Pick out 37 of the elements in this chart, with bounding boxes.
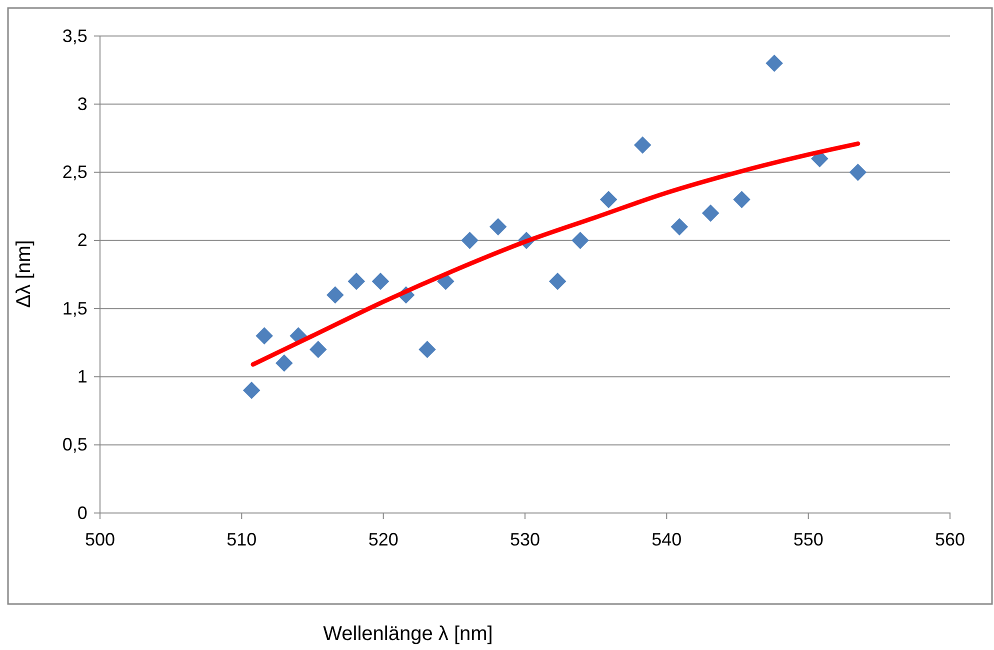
x-tick-label: 510 <box>226 529 257 550</box>
point <box>849 164 867 181</box>
x-tick-label: 540 <box>652 529 682 550</box>
x-tick-label: 500 <box>84 529 116 550</box>
point <box>634 136 652 154</box>
point <box>461 232 478 250</box>
point <box>326 286 344 304</box>
point <box>702 204 720 222</box>
point <box>242 382 260 399</box>
y-tick-label: 1,5 <box>62 298 88 318</box>
y-tick-label: 3,5 <box>62 26 88 46</box>
x-tick-label: 550 <box>793 529 824 550</box>
x-axis-title: Wellenlänge λ [nm] <box>323 623 493 645</box>
y-tick-label: 3 <box>77 94 88 114</box>
y-axis-title: Δλ [nm] <box>13 240 35 308</box>
point <box>670 218 688 236</box>
point <box>733 190 750 208</box>
point <box>766 54 783 72</box>
y-tick-label: 1 <box>77 366 88 386</box>
y-tick-label: 0 <box>77 502 88 523</box>
point <box>348 272 366 290</box>
point <box>600 190 618 208</box>
point <box>489 218 507 236</box>
x-tick-label: 520 <box>368 529 398 550</box>
point <box>418 340 436 358</box>
point <box>310 340 327 358</box>
point <box>276 354 293 372</box>
y-tick-label: 2,5 <box>62 162 88 182</box>
y-tick-label: 0,5 <box>62 434 88 455</box>
point <box>572 232 589 250</box>
x-tick-label: 530 <box>510 529 540 550</box>
y-tick-label: 2 <box>77 230 88 250</box>
point <box>256 327 273 344</box>
point <box>372 272 390 290</box>
point <box>548 272 566 290</box>
x-tick-label: 560 <box>934 529 966 550</box>
line-series <box>250 141 860 367</box>
